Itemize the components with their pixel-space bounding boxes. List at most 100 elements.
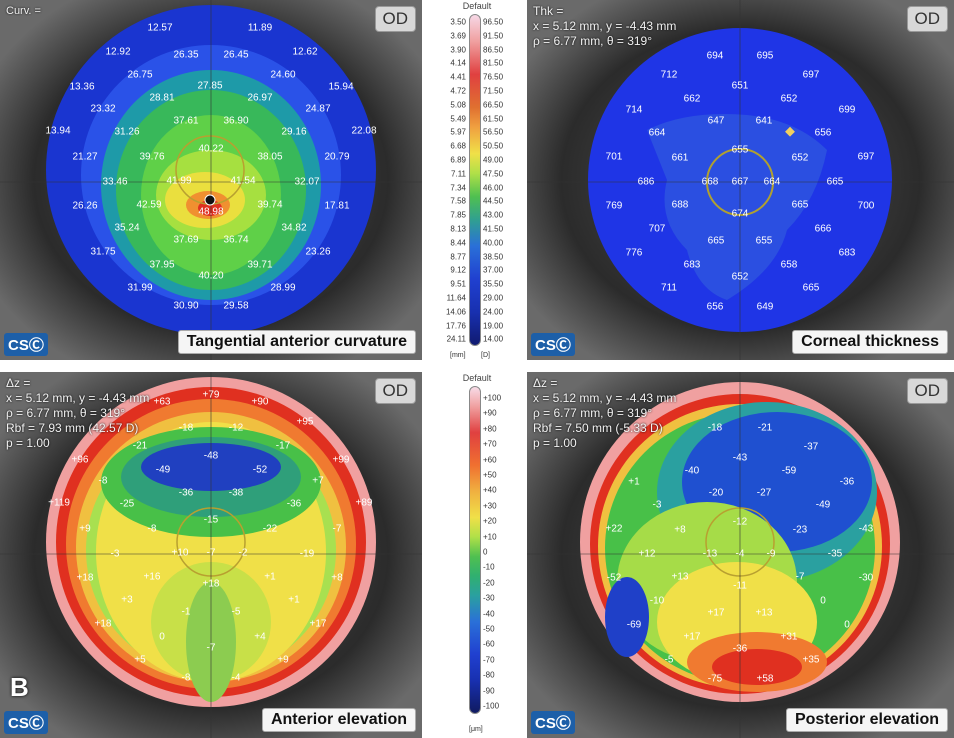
map-value-label: -38 [228,487,244,499]
map-value-label: 48.98 [198,206,224,218]
map-value-label: 700 [857,200,875,212]
scale-tick-label: 7.58 [450,196,466,206]
scale-tick-label: 86.50 [483,45,504,55]
map-value-label: -36 [286,498,302,510]
map-value-label: 0 [844,619,850,631]
map-value-label: 658 [780,259,798,271]
panel-title: Tangential anterior curvature [177,330,416,354]
map-value-label: -8 [181,672,191,684]
map-value-label: 15.94 [328,81,354,93]
map-value-label: +13 [671,571,689,583]
map-value-label: 37.69 [173,234,199,246]
scale-tick-label: 19.00 [483,321,504,331]
map-value-label: 37.61 [173,115,199,127]
map-value-label: 21.27 [72,151,98,163]
map-value-label: 23.32 [90,103,116,115]
map-value-label: +95 [296,416,314,428]
map-value-label: -10 [649,595,665,607]
map-value-label: 664 [763,176,781,188]
cso-logo: CSⒸ [4,711,48,734]
thickness-map [527,0,954,360]
scale-tick-label: +80 [483,424,497,434]
scale-unit-micron: [μm] [469,726,483,733]
map-value-label: 694 [706,50,724,62]
scale-tick-label: 71.50 [483,86,504,96]
map-value-label: 683 [838,247,856,259]
scale-tick-label: 5.97 [450,127,466,137]
map-value-label: +1 [288,594,300,606]
elevation-color-scale: Default +100 +90 +80 +70 +60 +50 +40 +30 +20 +10 0… [432,372,522,738]
map-value-label: 712 [660,69,678,81]
map-value-label: -52 [606,572,622,584]
map-value-label: 35.24 [114,222,140,234]
anterior-elevation-panel[interactable]: Δz = x = 5.12 mm, y = -4.43 mm ρ = 6.77 … [0,372,422,738]
corneal-thickness-panel[interactable]: Thk = x = 5.12 mm, y = -4.43 mm ρ = 6.77… [527,0,954,360]
map-value-label: +1 [264,571,276,583]
scale-tick-label: -10 [483,562,495,572]
map-value-label: +96 [71,454,89,466]
tangential-curvature-panel[interactable]: Curv. = OD CSⒸ Tangential anterior curva… [0,0,422,360]
scale-tick-label: 96.50 [483,17,504,27]
map-value-label: +9 [277,654,289,666]
map-value-label: +22 [605,523,623,535]
panel-title: Corneal thickness [792,330,948,354]
map-value-label: +58 [756,673,774,685]
map-value-label: -5 [231,606,241,618]
map-value-label: 39.71 [247,259,273,271]
scale-tick-label: 9.12 [450,265,466,275]
map-value-label: 24.60 [270,69,296,81]
map-value-label: 665 [707,235,725,247]
scale-tick-label: -100 [483,701,500,711]
map-value-label: -36 [732,643,748,655]
elevation-scale-bar [469,386,481,714]
map-value-label: -49 [815,499,831,511]
map-value-label: -17 [275,440,291,452]
scale-tick-label: 29.00 [483,293,504,303]
map-value-label: -37 [803,441,819,453]
map-value-label: 31.75 [90,246,116,258]
map-value-label: -22 [262,523,278,535]
map-value-label: 714 [625,104,643,116]
eye-label: OD [374,6,416,32]
map-value-label: 665 [826,176,844,188]
scale-tick-label: 81.50 [483,58,504,68]
scale-tick-label: 24.00 [483,307,504,317]
scale-tick-label: 38.50 [483,252,504,262]
map-value-label: 707 [648,223,666,235]
scale-tick-label: 14.06 [445,307,466,317]
map-value-label: +35 [802,654,820,666]
scale-tick-label: 91.50 [483,31,504,41]
map-value-label: 26.26 [72,200,98,212]
map-value-label: 40.22 [198,143,224,155]
map-value-label: +8 [331,572,343,584]
map-value-label: 12.92 [105,46,131,58]
scale-tick-label: +70 [483,439,497,449]
scale-tick-label: +100 [483,393,502,403]
map-value-label: +17 [309,618,327,630]
map-value-label: +90 [251,396,269,408]
map-value-label: -43 [732,452,748,464]
map-value-label: 664 [648,127,666,139]
map-value-label: -5 [664,654,674,666]
scale-tick-label: -50 [483,624,495,634]
map-value-label: -4 [231,672,241,684]
scale-tick-label: +50 [483,470,497,480]
posterior-elevation-panel[interactable]: Δz = x = 5.12 mm, y = -4.43 mm ρ = 6.77 … [527,372,954,738]
scale-tick-label: -40 [483,609,495,619]
scale-tick-label: 3.50 [450,17,466,27]
map-value-label: -59 [781,465,797,477]
map-value-label: 11.89 [247,22,273,34]
map-value-label: 26.75 [127,69,153,81]
map-value-label: +17 [707,607,725,619]
map-value-label: 24.87 [305,103,331,115]
scale-tick-label: 8.13 [450,224,466,234]
scale-tick-label: 17.76 [445,321,466,331]
map-value-label: 651 [731,80,749,92]
map-value-label: +119 [48,497,70,509]
map-value-label: 688 [671,199,689,211]
cso-logo: CSⒸ [531,711,575,734]
map-value-label: +4 [254,631,266,643]
posterior-elevation-readout: Δz = x = 5.12 mm, y = -4.43 mm ρ = 6.77 … [533,376,677,450]
scale-tick-label: 66.50 [483,100,504,110]
map-value-label: -15 [203,514,219,526]
